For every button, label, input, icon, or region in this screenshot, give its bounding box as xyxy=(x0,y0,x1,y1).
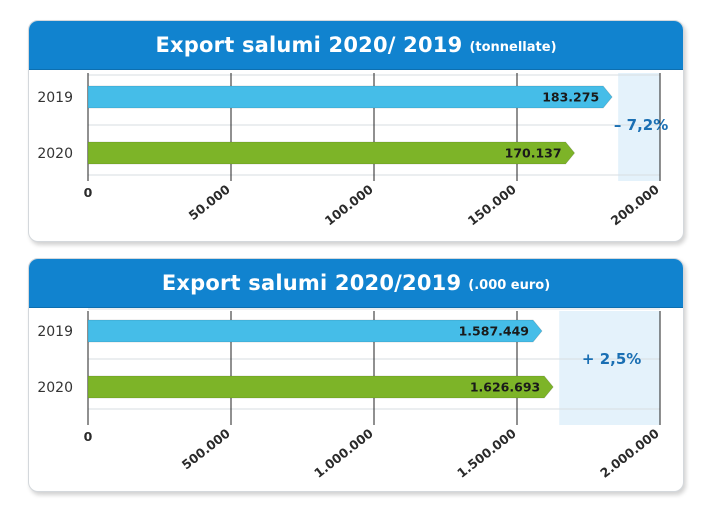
bar-chart-euro: 1.587.449 2019 1.626.693 2020 + 2,5% 0 500.000… xyxy=(37,308,662,481)
tick-label: 200.000 xyxy=(608,181,662,228)
tick-label: 0 xyxy=(84,185,93,200)
tick-label: 1.000.000 xyxy=(311,425,376,480)
chart-header: Export salumi 2020/ 2019 (tonnellate) xyxy=(29,21,683,70)
chart-unit: (.000 euro) xyxy=(468,277,551,293)
category-label: 2020 xyxy=(37,146,73,162)
highlight-area xyxy=(559,311,660,425)
value-label: 170.137 xyxy=(505,146,562,161)
value-label: 183.275 xyxy=(542,90,599,105)
tick-label: 500.000 xyxy=(179,425,233,472)
category-label: 2020 xyxy=(37,380,73,396)
bar-2020 xyxy=(87,141,576,165)
chart-title: Export salumi 2020/ 2019 xyxy=(155,33,463,57)
chart-title: Export salumi 2020/2019 xyxy=(161,271,462,295)
tick-label: 150.000 xyxy=(465,181,519,228)
change-label: + 2,5% xyxy=(582,350,641,368)
bar-2019 xyxy=(87,85,613,109)
tick-label: 1.500.000 xyxy=(454,425,519,480)
chart-panel-tonnellate: Export salumi 2020/ 2019 (tonnellate) 18… xyxy=(28,20,684,242)
tick-label: 50.000 xyxy=(186,181,233,223)
category-label: 2019 xyxy=(37,324,73,340)
chart-header: Export salumi 2020/2019 (.000 euro) xyxy=(29,259,683,308)
tick-label: 100.000 xyxy=(322,181,376,228)
chart-unit: (tonnellate) xyxy=(469,39,557,55)
bar-2020 xyxy=(87,375,554,399)
bar-2019 xyxy=(87,319,543,343)
chart-panel-euro: Export salumi 2020/2019 (.000 euro) 1.58… xyxy=(28,258,684,492)
bar-chart-tonnellate: 183.275 2019 170.137 2020 – 7,2% 0 50.000 100.0… xyxy=(37,73,668,228)
value-label: 1.587.449 xyxy=(459,324,529,339)
category-label: 2019 xyxy=(37,90,73,106)
highlight-area xyxy=(618,73,660,181)
change-label: – 7,2% xyxy=(614,116,668,134)
tick-label: 2.000.000 xyxy=(597,425,662,480)
value-label: 1.626.693 xyxy=(470,380,540,395)
tick-label: 0 xyxy=(84,429,93,444)
